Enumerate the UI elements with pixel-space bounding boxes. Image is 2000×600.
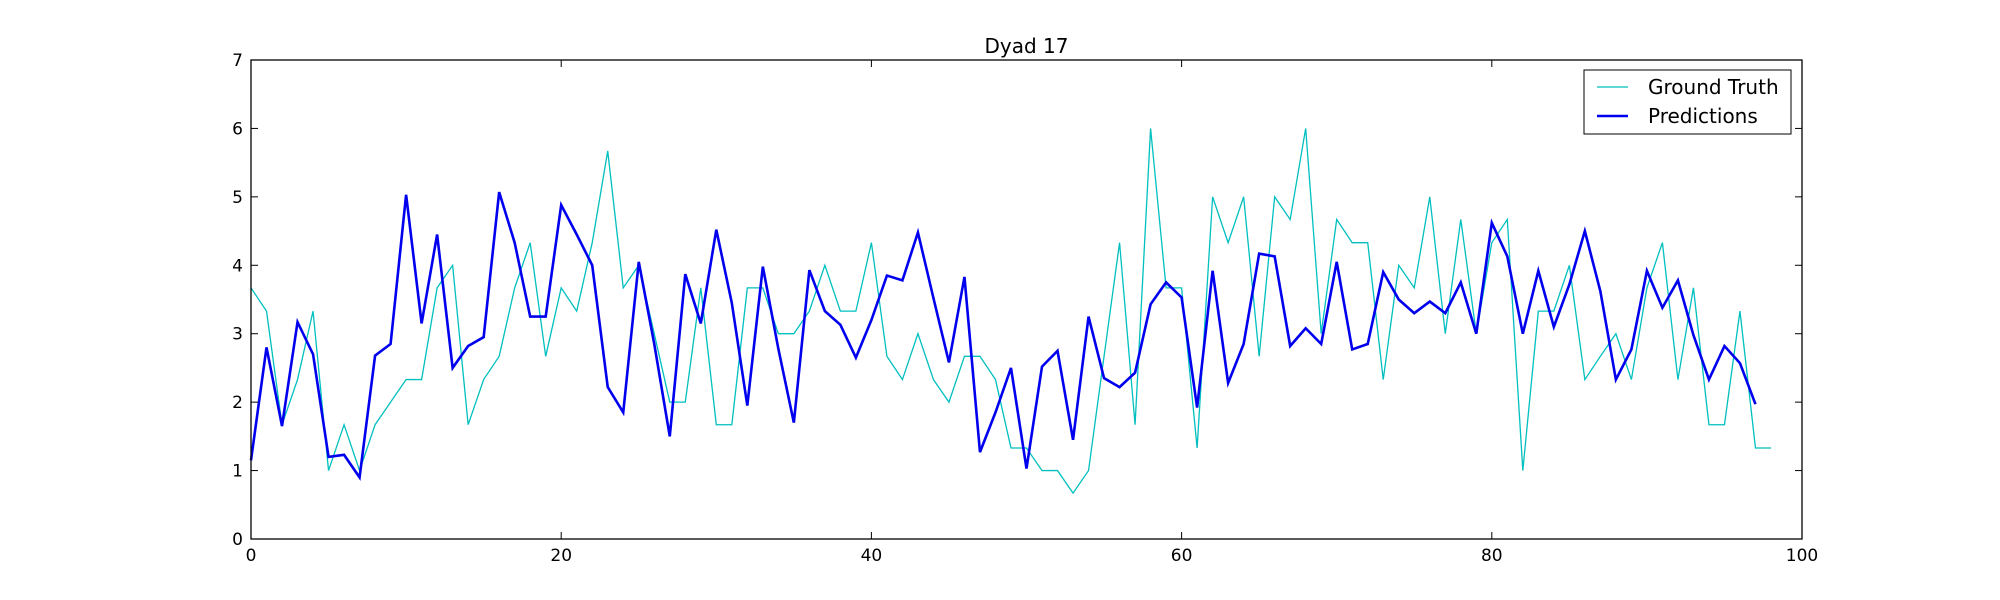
y-tick-label: 2 (232, 393, 243, 413)
x-tick-label: 20 (550, 546, 572, 566)
x-tick-label: 80 (1481, 546, 1503, 566)
y-axis: 0 1 2 3 4 5 6 7 (232, 51, 1802, 550)
series-line-ground-truth (250, 128, 1771, 495)
y-tick-label: 7 (232, 51, 243, 71)
y-tick-label: 3 (232, 325, 243, 345)
x-tick-label: 60 (1171, 546, 1193, 566)
legend-label-predictions: Predictions (1648, 104, 1758, 128)
y-tick-label: 1 (232, 462, 243, 482)
legend-label-ground-truth: Ground Truth (1648, 75, 1779, 99)
legend-box (1583, 69, 1792, 135)
x-axis: 0 20 40 60 80 100 (246, 60, 1818, 566)
legend: Ground Truth Predictions (1583, 69, 1792, 135)
series-line-predictions (249, 191, 1757, 481)
chart-title: Dyad 17 (985, 34, 1069, 58)
series-layer (249, 128, 1771, 495)
y-tick-label: 4 (232, 256, 243, 276)
x-tick-label: 100 (1786, 546, 1818, 566)
y-tick-label: 0 (232, 530, 243, 550)
y-tick-label: 5 (232, 188, 243, 208)
plot-frame (250, 59, 1803, 540)
x-tick-label: 0 (246, 546, 257, 566)
x-tick-label: 40 (861, 546, 883, 566)
y-tick-label: 6 (232, 119, 243, 139)
